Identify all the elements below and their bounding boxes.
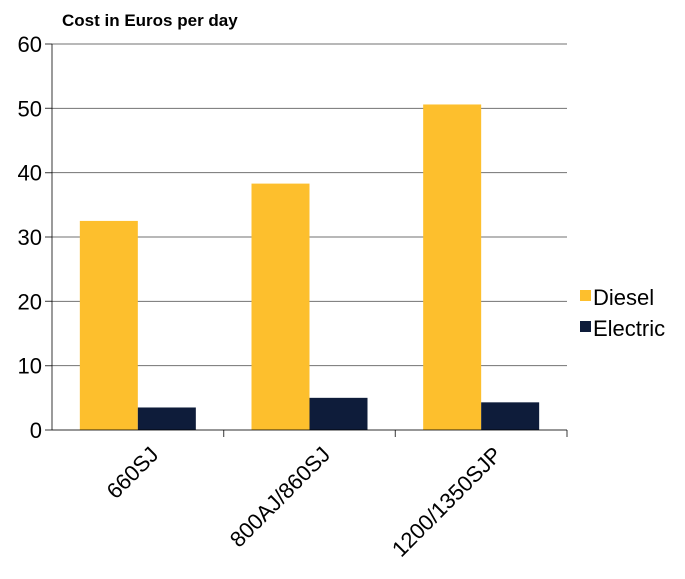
bar-electric-800aj-860sj <box>309 397 368 430</box>
y-tick-label: 30 <box>18 225 42 250</box>
legend-swatch-diesel <box>580 290 591 301</box>
bars <box>79 104 540 431</box>
chart-title: Cost in Euros per day <box>62 11 238 30</box>
y-tick-label: 40 <box>18 161 42 186</box>
y-axis-tick-labels: 0 10 20 30 40 50 60 <box>18 32 42 443</box>
legend: Diesel Electric <box>580 285 665 341</box>
y-tick-label: 10 <box>18 354 42 379</box>
y-tick-label: 50 <box>18 96 42 121</box>
x-axis-category-labels: 660SJ 800AJ/860SJ 1200/1350SJP <box>102 442 507 562</box>
legend-label-diesel: Diesel <box>593 285 654 310</box>
bar-electric-660sj <box>137 407 196 430</box>
x-category-label: 660SJ <box>102 442 164 504</box>
bar-diesel-1200-1350sjp <box>423 104 482 431</box>
bar-diesel-800aj-860sj <box>251 183 310 430</box>
y-tick-label: 60 <box>18 32 42 57</box>
legend-swatch-electric <box>580 321 591 332</box>
y-tick-label: 20 <box>18 289 42 314</box>
y-tick-label: 0 <box>30 418 42 443</box>
bar-electric-1200-1350sjp <box>481 402 540 430</box>
x-category-label: 1200/1350SJP <box>387 442 507 562</box>
x-category-label: 800AJ/860SJ <box>225 442 335 552</box>
legend-label-electric: Electric <box>593 316 665 341</box>
bar-diesel-660sj <box>79 220 138 430</box>
axes <box>45 43 568 437</box>
